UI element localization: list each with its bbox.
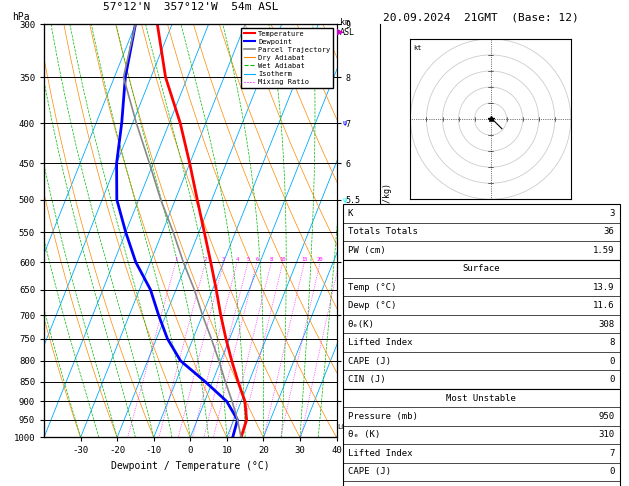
Text: ψ: ψ (343, 196, 347, 203)
Text: Dewp (°C): Dewp (°C) (348, 301, 396, 310)
Text: 15: 15 (301, 257, 308, 262)
Text: hPa: hPa (13, 12, 30, 22)
Text: 1: 1 (174, 257, 177, 262)
Text: 13.9: 13.9 (593, 283, 615, 292)
Text: 8: 8 (609, 338, 615, 347)
Text: PW (cm): PW (cm) (348, 246, 386, 255)
Text: 7: 7 (609, 449, 615, 458)
Text: LCL: LCL (338, 424, 350, 430)
Text: km
ASL: km ASL (340, 18, 355, 37)
Text: © weatheronline.co.uk: © weatheronline.co.uk (429, 472, 533, 481)
Text: K: K (348, 209, 353, 218)
Text: 3: 3 (222, 257, 225, 262)
Text: θₑ (K): θₑ (K) (348, 431, 380, 439)
Text: Totals Totals: Totals Totals (348, 227, 418, 236)
Text: 1.59: 1.59 (593, 246, 615, 255)
Text: Pressure (mb): Pressure (mb) (348, 412, 418, 421)
Text: 308: 308 (598, 320, 615, 329)
Text: 2: 2 (204, 257, 207, 262)
Text: 57°12'N  357°12'W  54m ASL: 57°12'N 357°12'W 54m ASL (103, 2, 278, 12)
Text: Temp (°C): Temp (°C) (348, 283, 396, 292)
Text: 11.6: 11.6 (593, 301, 615, 310)
Text: 6: 6 (255, 257, 259, 262)
Text: Most Unstable: Most Unstable (446, 394, 516, 402)
Text: CAPE (J): CAPE (J) (348, 468, 391, 476)
Text: ψ: ψ (343, 417, 347, 423)
Text: 5: 5 (247, 257, 250, 262)
Text: 950: 950 (598, 412, 615, 421)
Text: CAPE (J): CAPE (J) (348, 357, 391, 365)
Text: ψ: ψ (343, 398, 347, 404)
Text: 8: 8 (270, 257, 273, 262)
Text: 4: 4 (235, 257, 239, 262)
Y-axis label: Mixing Ratio (g/kg): Mixing Ratio (g/kg) (383, 183, 392, 278)
Text: ψ: ψ (343, 379, 347, 384)
Text: 0: 0 (609, 357, 615, 365)
Text: 20: 20 (317, 257, 323, 262)
Text: 10: 10 (279, 257, 286, 262)
Text: Lifted Index: Lifted Index (348, 449, 413, 458)
Text: ψ: ψ (343, 312, 347, 318)
Text: 20.09.2024  21GMT  (Base: 12): 20.09.2024 21GMT (Base: 12) (383, 12, 579, 22)
Text: ψ: ψ (343, 120, 347, 126)
Text: θₑ(K): θₑ(K) (348, 320, 375, 329)
Text: 36: 36 (604, 227, 615, 236)
Text: kt: kt (414, 45, 422, 52)
Legend: Temperature, Dewpoint, Parcel Trajectory, Dry Adiabat, Wet Adiabat, Isotherm, Mi: Temperature, Dewpoint, Parcel Trajectory… (242, 28, 333, 88)
Text: 0: 0 (609, 468, 615, 476)
Text: Surface: Surface (462, 264, 500, 273)
X-axis label: Dewpoint / Temperature (°C): Dewpoint / Temperature (°C) (111, 461, 270, 471)
Text: ▶: ▶ (337, 26, 343, 36)
Text: 3: 3 (609, 209, 615, 218)
Text: CIN (J): CIN (J) (348, 375, 386, 384)
Text: ψ: ψ (343, 434, 347, 440)
Text: Lifted Index: Lifted Index (348, 338, 413, 347)
Text: 0: 0 (609, 375, 615, 384)
Text: ψ: ψ (343, 358, 347, 364)
Text: 310: 310 (598, 431, 615, 439)
Text: ψ: ψ (343, 259, 347, 265)
